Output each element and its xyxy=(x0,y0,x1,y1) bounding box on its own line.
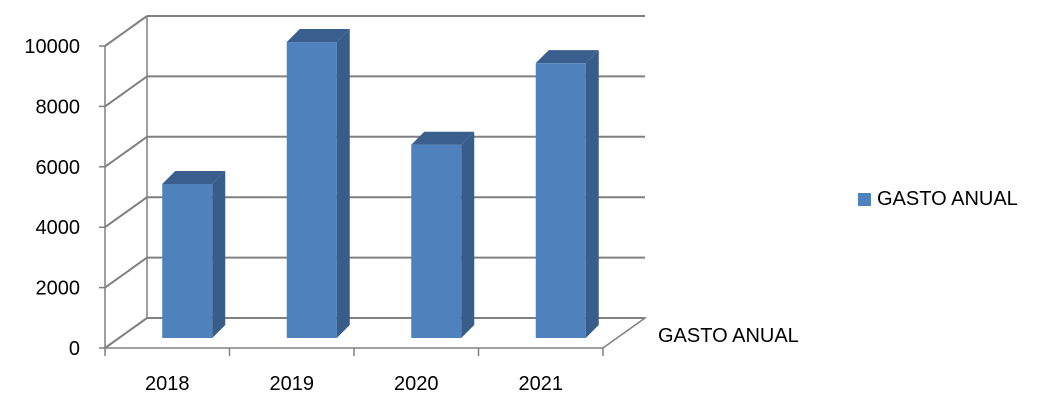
grid-diagonal xyxy=(104,196,148,229)
bar-side xyxy=(461,131,475,338)
bar-top xyxy=(162,170,226,184)
x-tick-label: 2021 xyxy=(519,373,564,395)
bar-side xyxy=(212,170,226,338)
x-tick-label: 2018 xyxy=(145,373,190,395)
grid-diagonal xyxy=(104,15,148,47)
grid-diagonal xyxy=(104,256,148,289)
bar-top xyxy=(411,131,475,145)
bar-side xyxy=(336,29,350,338)
y-tick-label: 0 xyxy=(69,338,80,360)
bar-front xyxy=(286,42,337,338)
series-axis-label: GASTO ANUAL xyxy=(658,325,799,347)
x-tick-label: 2020 xyxy=(394,373,439,395)
y-tick-label: 4000 xyxy=(36,217,81,239)
bar-side xyxy=(585,50,599,339)
y-tick-label: 8000 xyxy=(36,96,81,118)
legend-swatch xyxy=(858,193,871,206)
floor xyxy=(102,317,648,349)
legend-label: GASTO ANUAL xyxy=(877,188,1018,210)
legend: GASTO ANUAL xyxy=(858,188,1018,211)
x-tick-label: 2019 xyxy=(270,373,315,395)
bar-top xyxy=(535,50,599,64)
y-tick-label: 2000 xyxy=(36,278,81,300)
y-tick-label: 6000 xyxy=(36,157,81,179)
bar-top xyxy=(286,29,350,43)
bar-front xyxy=(411,144,462,338)
grid-diagonal xyxy=(104,75,148,108)
bar-front xyxy=(162,183,213,338)
bar-front xyxy=(535,63,586,339)
grid-diagonal xyxy=(104,135,148,168)
y-tick-label: 10000 xyxy=(24,36,80,58)
